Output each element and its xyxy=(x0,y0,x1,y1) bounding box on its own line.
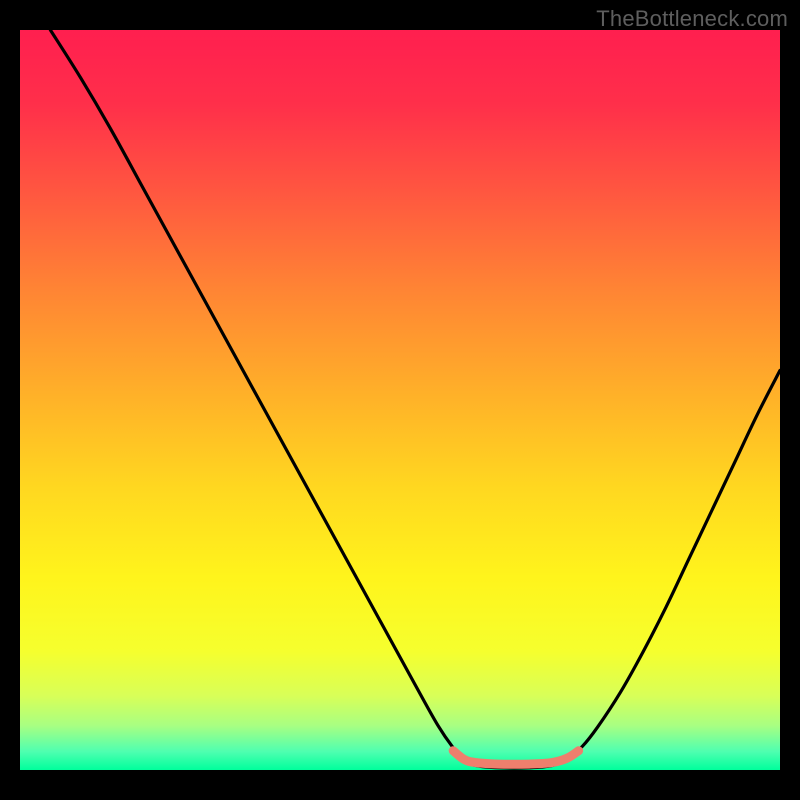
curve-layer xyxy=(20,30,780,770)
watermark-text: TheBottleneck.com xyxy=(596,6,788,32)
plot-area xyxy=(20,30,780,770)
floor-marker xyxy=(453,751,578,765)
bottleneck-curve xyxy=(50,30,780,768)
